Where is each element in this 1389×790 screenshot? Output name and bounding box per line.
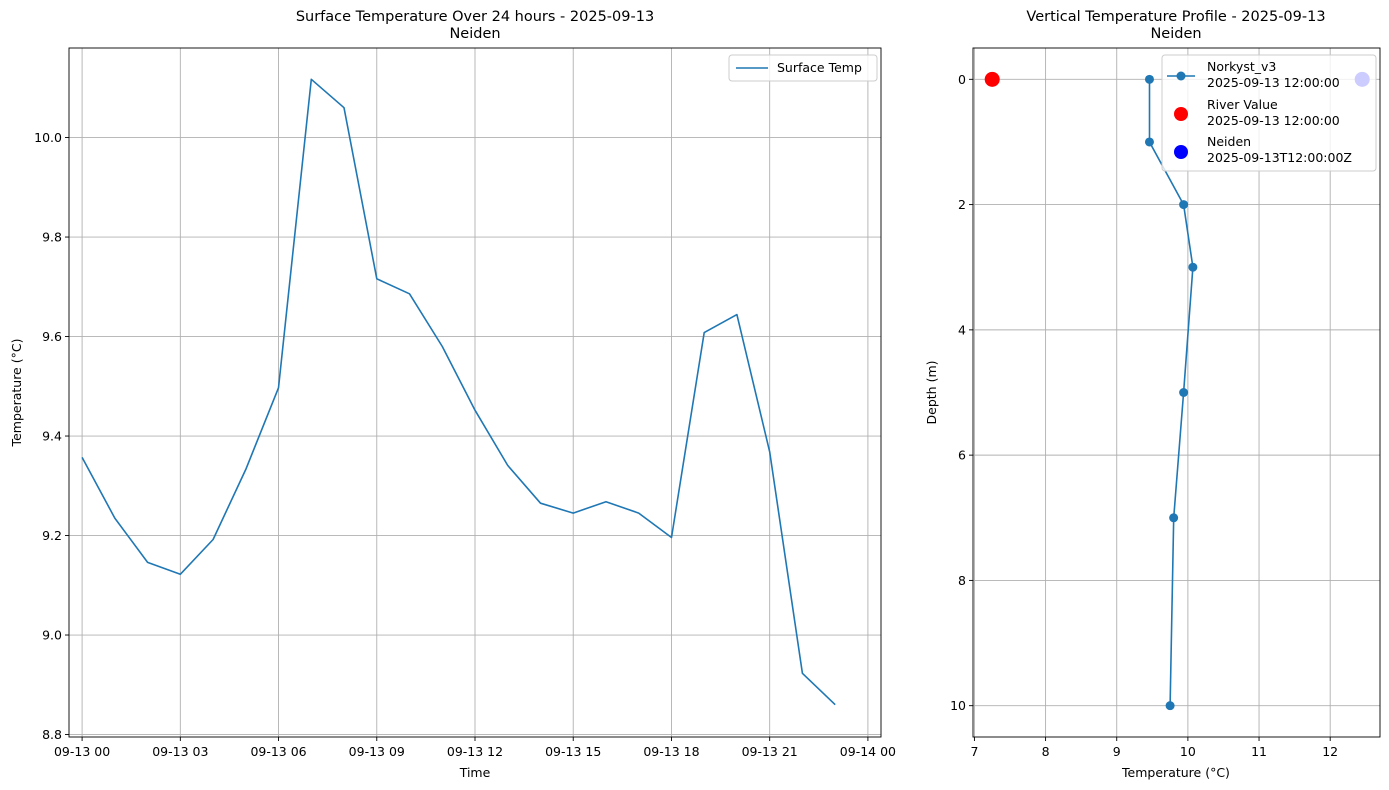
y-tick-label: 10.0 xyxy=(34,130,62,145)
tick-layer: 09-13 00 09-13 03 09-13 06 09-13 09 09-13 12… xyxy=(34,130,896,759)
chart-title: Surface Temperature Over 24 hours - 2025… xyxy=(296,9,654,25)
x-tick-label: 09-14 00 xyxy=(840,744,896,759)
y-tick-label: 10 xyxy=(950,698,966,713)
y-axis-label: Depth (m) xyxy=(924,361,939,425)
y-tick-label: 4 xyxy=(958,322,966,337)
x-tick-label: 9 xyxy=(1113,744,1121,759)
legend-label: Neiden xyxy=(1207,134,1251,149)
plot-frame xyxy=(972,47,1381,738)
legend-entry-norkyst: Norkyst_v3 2025-09-13 12:00:00 xyxy=(1167,59,1340,90)
grid xyxy=(69,48,881,737)
profile-point xyxy=(1169,513,1179,523)
x-tick-label: 09-13 00 xyxy=(54,744,110,759)
x-tick-label: 09-13 18 xyxy=(643,744,699,759)
profile-point xyxy=(1179,200,1189,210)
legend-marker xyxy=(1174,107,1188,121)
x-tick-label: 12 xyxy=(1322,744,1338,759)
tick-layer: 7 8 9 10 11 12 0 2 4 6 8 10 xyxy=(950,72,1338,759)
series-line xyxy=(81,78,836,706)
legend-frame xyxy=(728,54,878,82)
x-tick-label: 8 xyxy=(1042,744,1050,759)
y-tick-label: 0 xyxy=(958,72,966,87)
legend: Surface Temp xyxy=(728,54,878,82)
x-axis-label: Temperature (°C) xyxy=(1121,765,1230,780)
x-tick-label: 09-13 12 xyxy=(447,744,503,759)
profile-point xyxy=(1144,74,1154,84)
legend-label: River Value xyxy=(1207,97,1278,112)
x-tick-label: 10 xyxy=(1180,744,1196,759)
y-tick-label: 9.0 xyxy=(42,628,62,643)
profile-point xyxy=(1179,388,1189,397)
x-axis-label: Time xyxy=(459,765,491,780)
legend-marker xyxy=(1174,145,1188,159)
x-tick-label: 09-13 09 xyxy=(349,744,405,759)
surface-temperature-chart: Surface Temperature Over 24 hours - 2025… xyxy=(9,9,896,780)
y-tick-label: 2 xyxy=(958,197,966,212)
legend-entry-river: River Value 2025-09-13 12:00:00 xyxy=(1174,97,1340,128)
legend: Norkyst_v3 2025-09-13 12:00:00 River Val… xyxy=(1161,54,1377,172)
legend-entry-neiden: Neiden 2025-09-13T12:00:00Z xyxy=(1174,134,1352,165)
x-tick-label: 09-13 21 xyxy=(742,744,798,759)
legend-label: Surface Temp xyxy=(777,60,862,75)
y-tick-label: 9.6 xyxy=(42,329,62,344)
x-tick-label: 09-13 03 xyxy=(152,744,208,759)
profile-point xyxy=(1144,137,1154,147)
y-tick-label: 9.8 xyxy=(42,230,62,245)
legend-frame xyxy=(1161,54,1377,172)
x-tick-label: 09-13 06 xyxy=(250,744,306,759)
profile-point xyxy=(1165,701,1175,711)
chart-title: Vertical Temperature Profile - 2025-09-1… xyxy=(1026,9,1325,25)
y-tick-label: 6 xyxy=(958,448,966,463)
x-tick-label: 11 xyxy=(1251,744,1267,759)
profile-point xyxy=(1188,262,1198,272)
y-tick-label: 9.4 xyxy=(42,429,62,444)
y-tick-label: 8 xyxy=(958,573,966,588)
legend-label: Norkyst_v3 xyxy=(1207,59,1276,74)
x-tick-label: 7 xyxy=(970,744,978,759)
chart-subtitle: Neiden xyxy=(449,26,500,42)
series-layer xyxy=(81,78,836,706)
legend-label-time: 2025-09-13T12:00:00Z xyxy=(1207,150,1352,165)
x-tick-label: 09-13 15 xyxy=(545,744,601,759)
y-axis-label: Temperature (°C) xyxy=(9,339,24,448)
legend-label-time: 2025-09-13 12:00:00 xyxy=(1207,75,1340,90)
observation-point xyxy=(984,71,1000,87)
legend-label-time: 2025-09-13 12:00:00 xyxy=(1207,113,1340,128)
vertical-profile-chart: Vertical Temperature Profile - 2025-09-1… xyxy=(924,9,1381,780)
y-tick-label: 9.2 xyxy=(42,528,62,543)
chart-subtitle: Neiden xyxy=(1150,26,1201,42)
legend-marker xyxy=(1176,71,1186,81)
y-tick-label: 8.8 xyxy=(42,727,62,742)
